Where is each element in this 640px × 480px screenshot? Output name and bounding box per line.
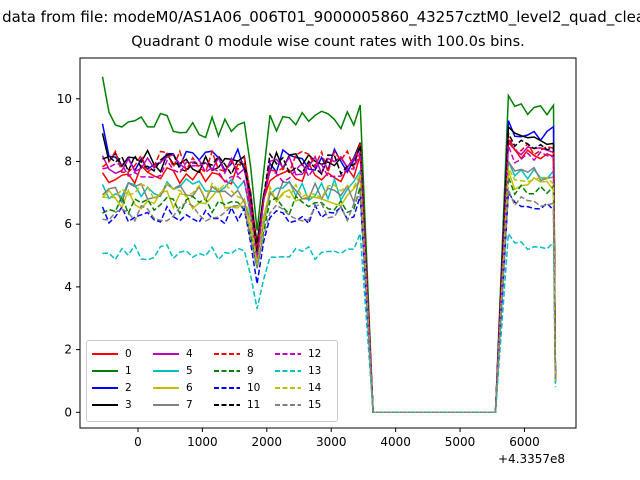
legend-item-5: 5 <box>152 362 211 379</box>
legend-item-11: 11 <box>213 396 272 413</box>
y-tick-label: 2 <box>64 343 72 357</box>
legend-item-8: 8 <box>213 345 272 362</box>
y-tick-label: 6 <box>64 217 72 231</box>
legend-label: 10 <box>247 381 261 394</box>
legend-swatch <box>153 403 179 406</box>
legend: 0 1 2 3 4 5 6 7 8 9 10 11 12 13 14 15 <box>86 340 338 422</box>
legend-swatch <box>275 386 301 389</box>
axes-frame <box>79 57 577 429</box>
legend-swatch <box>214 369 240 372</box>
legend-item-2: 2 <box>91 379 150 396</box>
legend-swatch <box>275 352 301 355</box>
plot-lines <box>101 76 557 414</box>
series-line-13 <box>102 231 557 414</box>
x-tick-label: 1000 <box>187 435 218 449</box>
x-axis-offset-label: +4.3357e8 <box>498 452 566 466</box>
y-tick-label: 8 <box>64 154 72 168</box>
legend-swatch <box>275 403 301 406</box>
legend-label: 11 <box>247 398 261 411</box>
legend-label: 12 <box>308 347 322 360</box>
legend-item-9: 9 <box>213 362 272 379</box>
figure-suptitle: Plotting data from file: modeM0/AS1A06_0… <box>0 8 640 26</box>
legend-swatch <box>275 369 301 372</box>
legend-item-0: 0 <box>91 345 150 362</box>
legend-label: 0 <box>125 347 132 360</box>
x-tick-label: 4000 <box>380 435 411 449</box>
x-tick-label: 2000 <box>252 435 283 449</box>
legend-label: 7 <box>186 398 193 411</box>
y-tick-label: 0 <box>64 405 72 419</box>
legend-label: 15 <box>308 398 322 411</box>
x-tick-label: 6000 <box>509 435 540 449</box>
legend-item-6: 6 <box>152 379 211 396</box>
legend-swatch <box>92 386 118 389</box>
legend-label: 1 <box>125 364 132 377</box>
legend-item-1: 1 <box>91 362 150 379</box>
chart-title: Quadrant 0 module wise count rates with … <box>131 34 525 50</box>
legend-swatch <box>92 352 118 355</box>
legend-label: 3 <box>125 398 132 411</box>
y-tick-label: 4 <box>64 280 72 294</box>
legend-item-10: 10 <box>213 379 272 396</box>
legend-item-3: 3 <box>91 396 150 413</box>
legend-item-13: 13 <box>274 362 333 379</box>
legend-swatch <box>92 403 118 406</box>
legend-label: 5 <box>186 364 193 377</box>
legend-swatch <box>92 369 118 372</box>
legend-label: 6 <box>186 381 193 394</box>
y-tick-label: 10 <box>57 92 72 106</box>
legend-swatch <box>153 369 179 372</box>
series-line-8 <box>102 136 557 414</box>
legend-item-12: 12 <box>274 345 333 362</box>
legend-item-4: 4 <box>152 345 211 362</box>
legend-label: 2 <box>125 381 132 394</box>
x-tick-label: 0 <box>134 435 142 449</box>
legend-swatch <box>153 386 179 389</box>
legend-label: 4 <box>186 347 193 360</box>
x-tick-label: 5000 <box>445 435 476 449</box>
legend-label: 14 <box>308 381 322 394</box>
legend-item-14: 14 <box>274 379 333 396</box>
legend-grid: 0 1 2 3 4 5 6 7 8 9 10 11 12 13 14 15 <box>91 345 333 413</box>
series-line-12 <box>102 145 557 414</box>
legend-swatch <box>153 352 179 355</box>
legend-swatch <box>214 386 240 389</box>
y-axis: 0 2 4 6 8 10 <box>57 92 80 419</box>
legend-label: 9 <box>247 364 254 377</box>
legend-swatch <box>214 352 240 355</box>
legend-label: 8 <box>247 347 254 360</box>
legend-swatch <box>214 403 240 406</box>
x-axis: 0 1000 2000 3000 4000 5000 6000 <box>134 428 540 449</box>
legend-item-15: 15 <box>274 396 333 413</box>
legend-item-7: 7 <box>152 396 211 413</box>
suptitle-text: Plotting data from file: modeM0/AS1A06_0… <box>0 8 640 26</box>
legend-label: 13 <box>308 364 322 377</box>
series-line-11 <box>102 130 557 414</box>
x-tick-label: 3000 <box>316 435 347 449</box>
